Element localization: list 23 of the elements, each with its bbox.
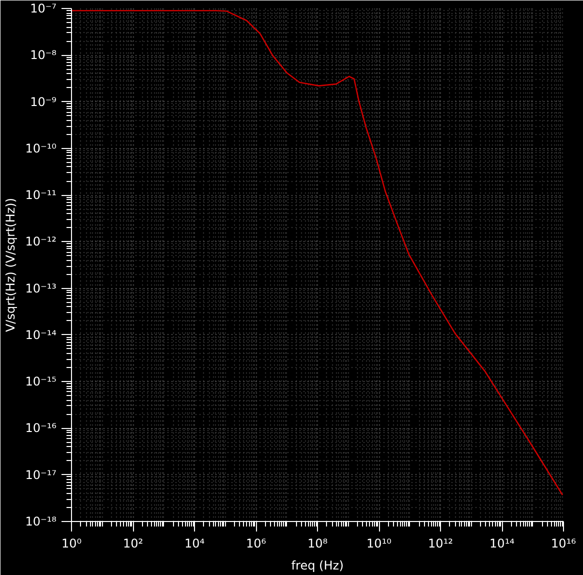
y-tick-label: 10⁻¹³	[25, 281, 57, 296]
y-tick-label: 10⁻¹⁷	[25, 468, 57, 482]
x-tick-label: 10¹⁴	[490, 536, 515, 550]
x-tick-label: 10⁶	[246, 536, 266, 550]
x-axis-title: freq (Hz)	[291, 558, 344, 572]
y-tick-label: 10⁻¹¹	[25, 188, 57, 202]
y-tick-label: 10⁻¹⁰	[25, 141, 57, 156]
x-tick-label: 10¹⁰	[366, 536, 392, 550]
x-tick-label: 10¹⁶	[551, 536, 576, 550]
x-tick-label: 10¹²	[428, 536, 454, 550]
x-tick-label: 10⁸	[307, 536, 328, 550]
x-tick-label: 10²	[122, 536, 144, 550]
x-tick-label: 10⁰	[61, 536, 82, 550]
y-tick-label: 10⁻⁹	[30, 94, 57, 109]
y-tick-label: 10⁻¹⁸	[25, 514, 57, 528]
y-tick-label: 10⁻⁸	[30, 48, 57, 62]
y-axis-title: V/sqrt(Hz) (V/sqrt(Hz))	[3, 198, 18, 332]
y-tick-label: 10⁻¹²	[25, 234, 57, 249]
y-tick-label: 10⁻⁷	[30, 2, 57, 16]
x-tick-label: 10⁴	[184, 536, 205, 550]
y-tick-label: 10⁻¹⁵	[25, 374, 57, 389]
y-tick-label: 10⁻¹⁶	[25, 421, 57, 436]
y-tick-label: 10⁻¹⁴	[25, 328, 57, 342]
